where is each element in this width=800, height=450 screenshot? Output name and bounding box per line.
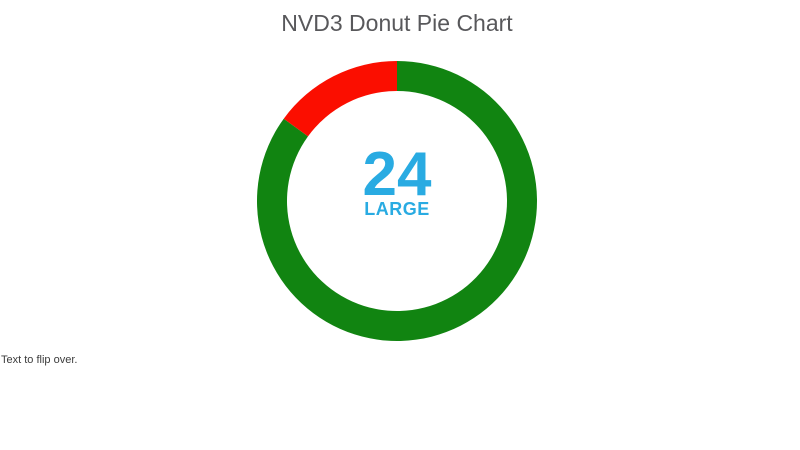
donut-slice-red[interactable]	[283, 61, 397, 137]
donut-chart	[257, 61, 537, 341]
flip-over-text: Text to flip over.	[1, 354, 78, 366]
donut-center-sublabel: LARGE	[364, 199, 430, 219]
chart-title: NVD3 Donut Pie Chart	[281, 10, 513, 36]
donut-center-value: 24	[362, 140, 432, 209]
